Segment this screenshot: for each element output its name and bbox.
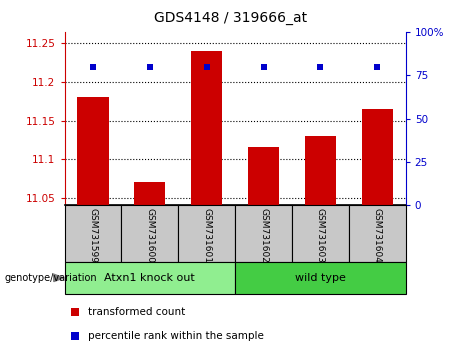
- Bar: [134, 182, 165, 205]
- Bar: [121, 205, 178, 262]
- Text: GSM731600: GSM731600: [145, 208, 154, 263]
- Text: GSM731602: GSM731602: [259, 208, 268, 263]
- Bar: [235, 205, 292, 262]
- Bar: [191, 51, 222, 205]
- Bar: [349, 205, 406, 262]
- Bar: [65, 262, 235, 294]
- Text: GSM731603: GSM731603: [316, 208, 325, 263]
- Text: percentile rank within the sample: percentile rank within the sample: [89, 331, 264, 341]
- Text: genotype/variation: genotype/variation: [5, 273, 97, 283]
- Text: transformed count: transformed count: [89, 307, 186, 317]
- Text: GSM731604: GSM731604: [373, 208, 382, 263]
- Text: Atxn1 knock out: Atxn1 knock out: [105, 273, 195, 283]
- Polygon shape: [54, 274, 64, 282]
- Bar: [65, 205, 121, 262]
- Text: wild type: wild type: [295, 273, 346, 283]
- Bar: [77, 97, 109, 205]
- Bar: [178, 205, 235, 262]
- Bar: [248, 148, 279, 205]
- Text: GSM731599: GSM731599: [89, 208, 97, 263]
- Bar: [305, 136, 336, 205]
- Bar: [235, 262, 406, 294]
- Text: GDS4148 / 319666_at: GDS4148 / 319666_at: [154, 11, 307, 25]
- Bar: [292, 205, 349, 262]
- Bar: [361, 109, 393, 205]
- Text: GSM731601: GSM731601: [202, 208, 211, 263]
